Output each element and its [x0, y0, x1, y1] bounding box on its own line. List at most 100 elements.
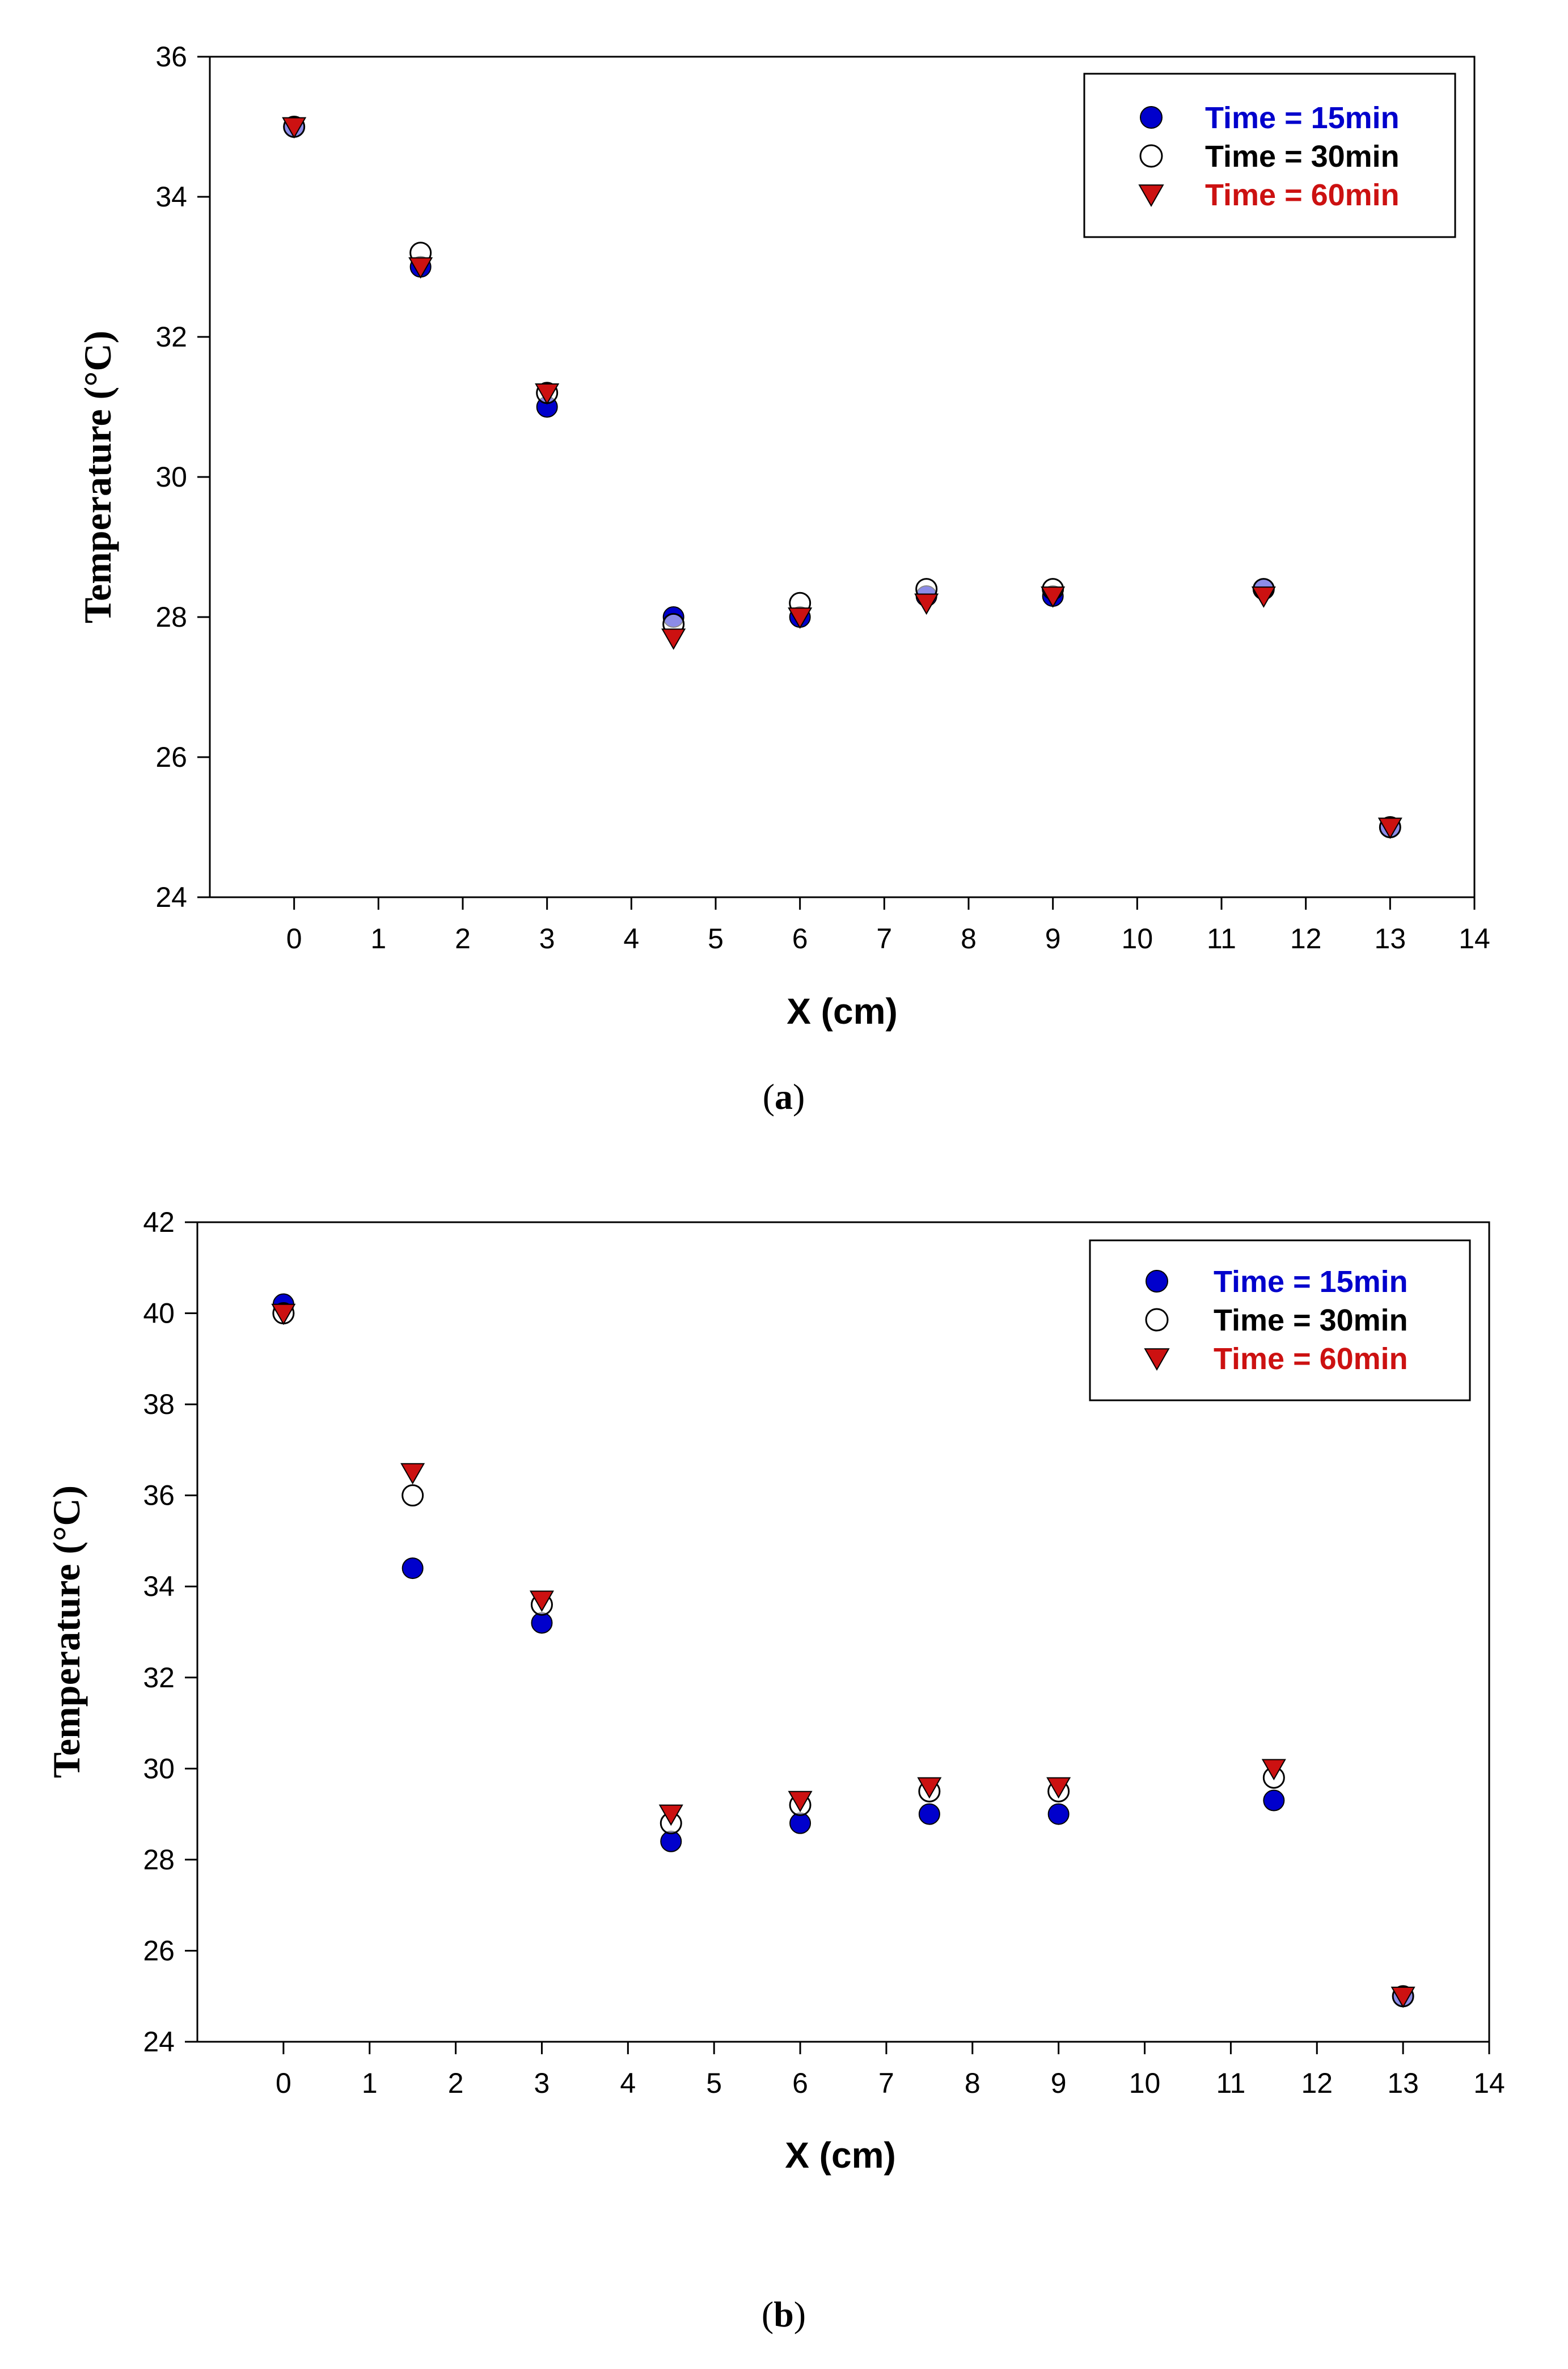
y-axis-a: 24 26 28 30 32 34 36	[155, 41, 210, 913]
series-time-60min-b	[271, 1303, 1415, 2008]
y-tick-label-a: 32	[155, 321, 187, 353]
y-axis-b: 24 26 28 30 32 34 36 38 40 42	[143, 1206, 197, 2058]
x-tick-label-a: 2	[455, 923, 471, 955]
data-point	[531, 1612, 553, 1634]
x-tick-label-b: 6	[792, 2067, 808, 2099]
panel-label-b: b	[774, 2294, 794, 2334]
y-tick-label-a: 30	[155, 461, 187, 493]
x-tick-label-b: 4	[620, 2067, 636, 2099]
x-axis-title-b: X (cm)	[785, 2135, 896, 2176]
data-point	[1263, 1789, 1285, 1811]
x-tick-label-b: 10	[1129, 2067, 1161, 2099]
legend-label: Time = 15min	[1205, 101, 1400, 135]
legend-marker	[1138, 184, 1164, 207]
x-tick-label-b: 11	[1216, 2067, 1245, 2099]
y-tick-label-b: 40	[143, 1298, 175, 1329]
x-tick-label-b: 8	[965, 2067, 980, 2099]
data-point	[529, 1590, 554, 1612]
x-tick-label-a: 12	[1290, 923, 1322, 955]
x-tick-label-a: 0	[286, 923, 302, 955]
y-tick-label-a: 26	[155, 741, 187, 773]
data-point	[401, 1557, 424, 1580]
x-tick-label-a: 9	[1045, 923, 1061, 955]
legend-label: Time = 60min	[1205, 178, 1400, 212]
data-point	[789, 1812, 812, 1834]
legend-b: Time = 15min Time = 30min Time = 60min	[1089, 1239, 1471, 1401]
data-point	[282, 117, 307, 139]
data-point	[1261, 1759, 1286, 1781]
x-axis-b: 0 1 2 3 4 5 6 7 8 9 10 11 12 13 14	[276, 2042, 1505, 2099]
data-points-b	[271, 1293, 1415, 2008]
data-point	[661, 628, 686, 650]
data-point	[1391, 1986, 1415, 2008]
y-tick-label-a: 24	[155, 881, 187, 913]
y-tick-label-b: 28	[143, 1844, 175, 1876]
y-tick-label-a: 34	[155, 181, 187, 213]
data-point	[271, 1303, 296, 1325]
data-point	[400, 1463, 425, 1485]
legend-label: Time = 15min	[1214, 1265, 1408, 1299]
x-tick-label-b: 2	[448, 2067, 464, 2099]
x-tick-label-b: 9	[1051, 2067, 1067, 2099]
x-tick-label-b: 1	[362, 2067, 378, 2099]
x-tick-label-b: 5	[706, 2067, 722, 2099]
x-tick-label-a: 10	[1122, 923, 1153, 955]
data-point	[658, 1804, 683, 1826]
data-point	[535, 383, 560, 405]
y-tick-label-a: 36	[155, 41, 187, 73]
data-point	[788, 1791, 813, 1813]
y-tick-label-b: 36	[143, 1480, 175, 1511]
y-axis-title-b: Temperature (°C)	[45, 1485, 88, 1778]
data-point	[788, 607, 813, 629]
y-axis-title-a: Temperature (°C)	[76, 331, 119, 623]
x-tick-label-a: 5	[708, 923, 724, 955]
panel-label-a: a	[775, 1076, 793, 1117]
x-tick-label-b: 14	[1473, 2067, 1505, 2099]
x-tick-label-b: 0	[276, 2067, 291, 2099]
x-tick-label-a: 3	[539, 923, 555, 955]
y-tick-label-b: 38	[143, 1388, 175, 1420]
data-point	[1046, 1777, 1071, 1799]
x-tick-label-a: 7	[876, 923, 892, 955]
series-time-30min-b	[272, 1302, 1414, 2008]
data-point	[917, 1777, 942, 1799]
plot-area-b	[196, 1221, 1490, 2043]
x-tick-label-a: 8	[961, 923, 977, 955]
legend-label: Time = 30min	[1214, 1303, 1408, 1337]
y-tick-label-a: 28	[155, 601, 187, 633]
legend-label: Time = 60min	[1214, 1342, 1408, 1376]
legend-marker	[1146, 1270, 1168, 1293]
data-points-a	[282, 116, 1402, 839]
panel-caption-b: (b)	[762, 2294, 806, 2334]
legend-marker	[1144, 1348, 1170, 1371]
data-point	[660, 1830, 682, 1852]
panel-caption-a: (a)	[763, 1076, 805, 1117]
y-tick-label-b: 34	[143, 1570, 175, 1602]
data-point	[1377, 817, 1402, 839]
y-tick-label-b: 30	[143, 1753, 175, 1784]
x-tick-label-a: 4	[623, 923, 639, 955]
x-tick-label-b: 7	[878, 2067, 894, 2099]
x-tick-label-a: 11	[1207, 923, 1236, 955]
legend-marker	[1139, 144, 1163, 168]
x-tick-label-a: 14	[1459, 923, 1490, 955]
x-tick-label-b: 13	[1387, 2067, 1419, 2099]
data-point	[408, 257, 433, 279]
series-time-60min-a	[282, 117, 1402, 839]
x-tick-label-b: 3	[534, 2067, 550, 2099]
y-tick-label-b: 24	[143, 2026, 175, 2058]
x-tick-label-a: 13	[1375, 923, 1406, 955]
legend-marker	[1140, 106, 1163, 129]
data-point	[1047, 1803, 1070, 1825]
legend-label: Time = 30min	[1205, 140, 1400, 174]
data-point	[914, 593, 939, 615]
y-tick-label-b: 26	[143, 1935, 175, 1966]
data-point	[1251, 586, 1276, 608]
data-point	[1041, 586, 1066, 608]
x-axis-a: 0 1 2 3 4 5 6 7 8 9 10 11 12 13 14	[286, 897, 1490, 955]
x-tick-label-b: 12	[1301, 2067, 1333, 2099]
x-tick-label-a: 1	[370, 923, 386, 955]
